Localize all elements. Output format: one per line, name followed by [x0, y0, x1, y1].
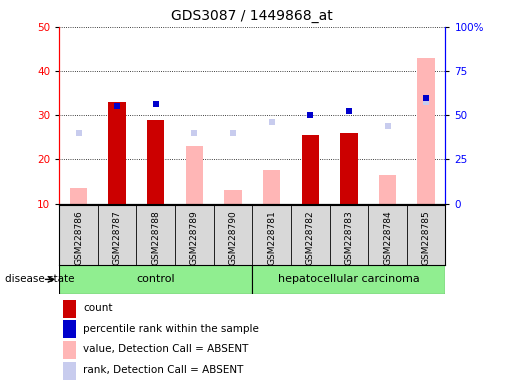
Bar [379, 175, 396, 204]
FancyBboxPatch shape [59, 265, 252, 294]
Text: control: control [136, 274, 175, 285]
Text: GSM228783: GSM228783 [345, 210, 353, 265]
Bar [63, 320, 76, 338]
Text: GSM228790: GSM228790 [229, 210, 237, 265]
Text: count: count [83, 303, 113, 313]
Text: GSM228784: GSM228784 [383, 210, 392, 265]
Bar [225, 190, 242, 204]
FancyBboxPatch shape [252, 265, 445, 294]
Text: GSM228788: GSM228788 [151, 210, 160, 265]
Title: GDS3087 / 1449868_at: GDS3087 / 1449868_at [171, 9, 333, 23]
Text: GSM228789: GSM228789 [190, 210, 199, 265]
Bar [418, 58, 435, 204]
Bar [340, 133, 357, 204]
Bar [263, 170, 280, 204]
Bar [63, 300, 76, 318]
Text: GSM228785: GSM228785 [422, 210, 431, 265]
Text: hepatocellular carcinoma: hepatocellular carcinoma [278, 274, 420, 285]
Bar [147, 120, 164, 204]
Bar [63, 341, 76, 359]
Text: GSM228781: GSM228781 [267, 210, 276, 265]
Bar [109, 102, 126, 204]
Text: percentile rank within the sample: percentile rank within the sample [83, 324, 259, 334]
Text: rank, Detection Call = ABSENT: rank, Detection Call = ABSENT [83, 365, 244, 375]
Bar [186, 146, 203, 204]
Bar [302, 135, 319, 204]
Text: GSM228782: GSM228782 [306, 210, 315, 265]
Text: disease state: disease state [5, 274, 75, 285]
Text: GSM228787: GSM228787 [113, 210, 122, 265]
Bar [63, 362, 76, 380]
Text: value, Detection Call = ABSENT: value, Detection Call = ABSENT [83, 344, 248, 354]
Text: GSM228786: GSM228786 [74, 210, 83, 265]
Bar [70, 188, 87, 204]
